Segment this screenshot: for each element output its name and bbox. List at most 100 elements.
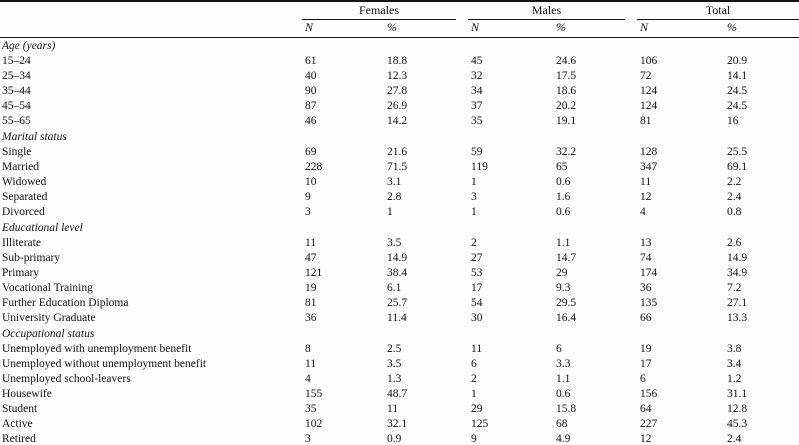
cell-value: 13.3 xyxy=(727,311,748,324)
cell-value: 2.2 xyxy=(727,175,742,188)
row-label: Illiterate xyxy=(2,236,41,249)
cell-value: 121 xyxy=(305,266,323,279)
row-label: Retired xyxy=(2,432,36,445)
cell-value: 11 xyxy=(640,175,652,188)
group-spacer xyxy=(625,99,637,114)
cell-value: 25.5 xyxy=(727,145,748,158)
cell-value: 90 xyxy=(305,84,317,97)
cell-value: 20.9 xyxy=(727,54,748,67)
corner-cell xyxy=(0,19,302,38)
cell-value: 9.3 xyxy=(556,281,571,294)
cell-value: 34.9 xyxy=(727,266,748,279)
cell-value: 45 xyxy=(471,54,483,67)
cell-value: 0.6 xyxy=(556,175,571,188)
cell-value: 119 xyxy=(471,160,488,173)
group-spacer xyxy=(625,175,637,190)
group-spacer xyxy=(456,69,468,84)
cell-value: 18.8 xyxy=(387,54,408,67)
cell-value: 228 xyxy=(305,160,323,173)
table-row: 25–34 40 12.3 32 17.5 72 14.1 xyxy=(0,69,799,84)
cell-value: 0.9 xyxy=(387,432,402,445)
cell-value: 2 xyxy=(471,372,477,385)
group-spacer xyxy=(456,19,468,38)
cell-value: 3.5 xyxy=(387,236,402,249)
cell-value: 27.1 xyxy=(727,296,748,309)
cell-value: 36 xyxy=(640,281,652,294)
col-header-total-n: N xyxy=(637,19,725,38)
row-label: Unemployed school-leavers xyxy=(2,372,131,385)
cell-value: 1 xyxy=(471,387,477,400)
group-spacer xyxy=(456,432,468,445)
group-spacer xyxy=(625,251,637,266)
cell-value: 155 xyxy=(305,387,323,400)
cell-value: 3 xyxy=(305,432,311,445)
column-group-females: Females xyxy=(302,1,456,20)
cell-value: 18.6 xyxy=(556,84,577,97)
cell-value: 1.2 xyxy=(727,372,742,385)
cell-value: 14.1 xyxy=(727,69,748,82)
row-label: Separated xyxy=(2,190,48,203)
cell-value: 29.5 xyxy=(556,296,577,309)
row-label: 55–65 xyxy=(2,114,31,127)
cell-value: 40 xyxy=(305,69,317,82)
group-spacer xyxy=(625,84,637,99)
group-spacer xyxy=(456,160,468,175)
cell-value: 174 xyxy=(640,266,658,279)
cell-value: 16 xyxy=(727,114,739,127)
table-row: Unemployed school-leavers 4 1.3 2 1.1 6 1.2 xyxy=(0,372,799,387)
row-label: Active xyxy=(2,417,33,430)
row-label: Primary xyxy=(2,266,40,279)
cell-value: 1 xyxy=(471,205,477,218)
row-label: Vocational Training xyxy=(2,281,93,294)
cell-value: 32.2 xyxy=(556,145,577,158)
table-row: University Graduate 36 11.4 30 16.4 66 13.3 xyxy=(0,311,799,326)
row-label: Single xyxy=(2,145,32,158)
table-row: Active 102 32.1 125 68 227 45.3 xyxy=(0,417,799,432)
cell-value: 71.5 xyxy=(387,160,408,173)
row-label: Unemployed without unemployment benefit xyxy=(2,357,207,370)
section-header-row: Occupational status xyxy=(0,326,799,342)
cell-value: 69 xyxy=(305,145,317,158)
cell-value: 156 xyxy=(640,387,658,400)
group-spacer xyxy=(625,372,637,387)
cell-value: 6 xyxy=(556,342,562,355)
group-spacer xyxy=(625,402,637,417)
table-row: Retired 3 0.9 9 4.9 12 2.4 xyxy=(0,432,799,445)
table-row: Unemployed without unemployment benefit 1… xyxy=(0,357,799,372)
cell-value: 17 xyxy=(471,281,483,294)
cell-value: 2.8 xyxy=(387,190,402,203)
cell-value: 69.1 xyxy=(727,160,748,173)
col-header-females-n: N xyxy=(302,19,384,38)
column-group-males: Males xyxy=(468,1,626,20)
cell-value: 11 xyxy=(305,357,317,370)
section-header-row: Marital status xyxy=(0,129,799,145)
section-title: Age (years) xyxy=(2,39,56,52)
table-row: 45–54 87 26.9 37 20.2 124 24.5 xyxy=(0,99,799,114)
cell-value: 227 xyxy=(640,417,658,430)
cell-value: 1.6 xyxy=(556,190,571,203)
cell-value: 27.8 xyxy=(387,84,408,97)
group-spacer xyxy=(456,387,468,402)
cell-value: 3.5 xyxy=(387,357,402,370)
group-spacer xyxy=(456,84,468,99)
group-spacer xyxy=(456,1,468,19)
cell-value: 24.5 xyxy=(727,84,748,97)
cell-value: 81 xyxy=(305,296,317,309)
cell-value: 34 xyxy=(471,84,483,97)
cell-value: 3 xyxy=(305,205,311,218)
row-label: Widowed xyxy=(2,175,47,188)
cell-value: 12 xyxy=(640,190,652,203)
table-row: Illiterate 11 3.5 2 1.1 13 2.6 xyxy=(0,236,799,251)
group-spacer xyxy=(456,114,468,129)
column-group-header-row: Females Males Total xyxy=(0,1,799,20)
cell-value: 14.7 xyxy=(556,251,577,264)
cell-value: 2.4 xyxy=(727,432,742,445)
col-header-total-pct: % xyxy=(724,19,799,38)
col-header-females-pct: % xyxy=(384,19,456,38)
section-title: Marital status xyxy=(2,130,67,143)
group-spacer xyxy=(625,54,637,69)
group-spacer xyxy=(456,311,468,326)
cell-value: 19 xyxy=(640,342,652,355)
column-group-total: Total xyxy=(637,1,799,20)
